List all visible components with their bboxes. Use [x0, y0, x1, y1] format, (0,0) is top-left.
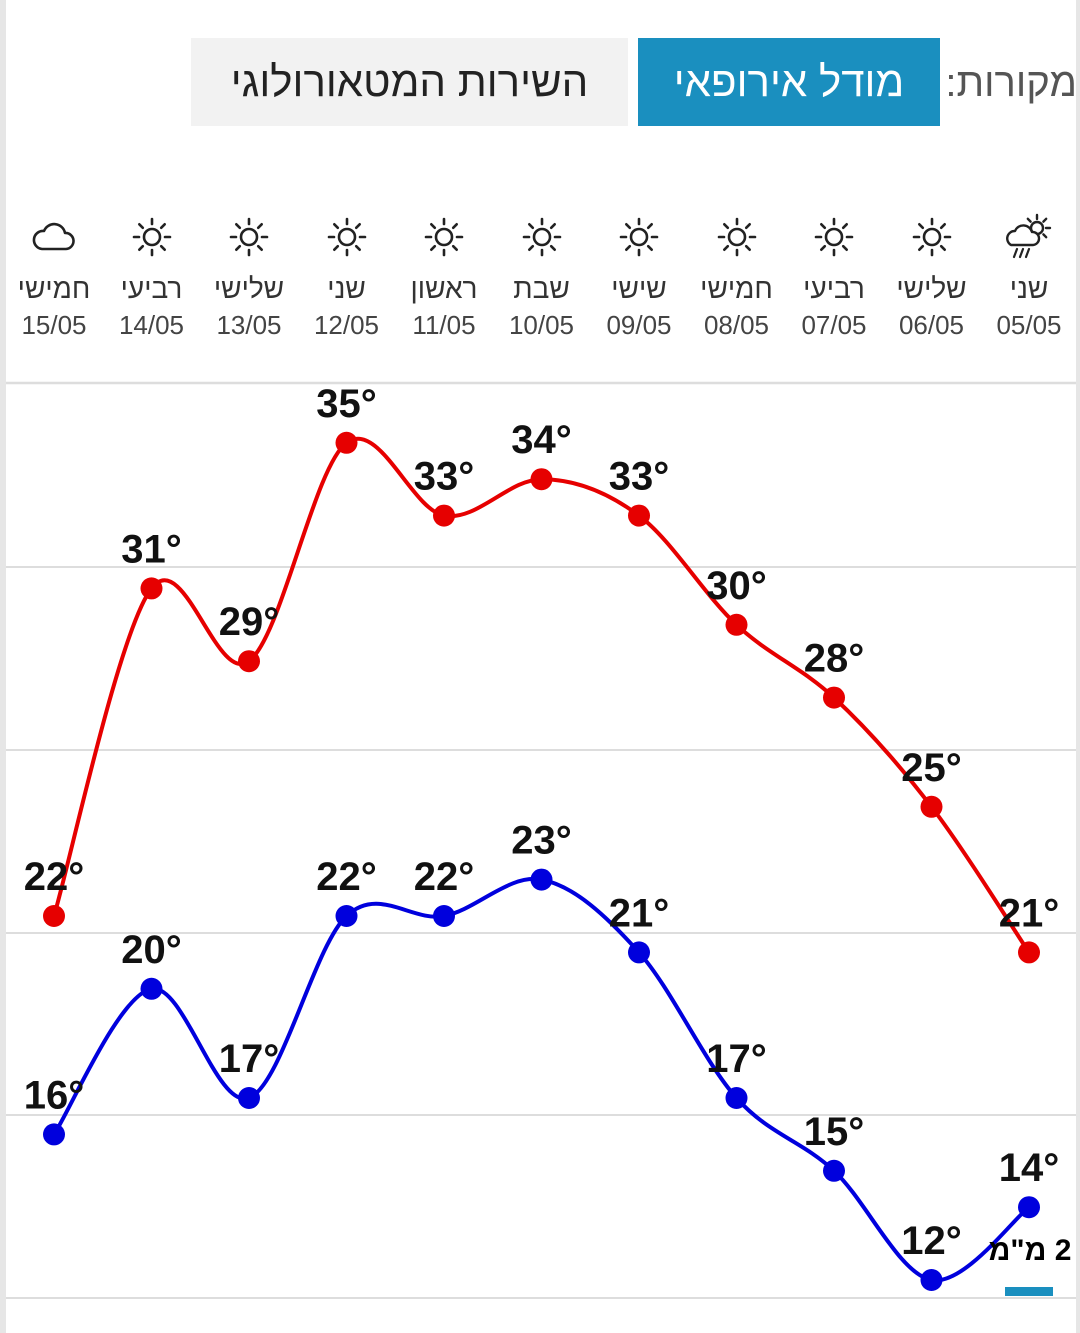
day-name: רביעי	[803, 273, 865, 304]
day-column: רביעי 14/05	[104, 205, 200, 343]
right-edge	[1076, 0, 1080, 1333]
cloud-icon	[32, 222, 75, 251]
high-temp-point	[823, 686, 845, 709]
high-temp-label: 21°	[999, 891, 1060, 935]
temperature-chart: 21° 25° 28° 30° 33° 34° 33° 35° 29° 31° 22° 14° 12° 1…	[6, 381, 1076, 1299]
low-temp-point	[335, 905, 358, 927]
sun-icon	[327, 217, 366, 257]
low-temp-label: 20°	[121, 928, 182, 972]
low-temp-label: 17°	[219, 1037, 280, 1081]
low-temp-point	[530, 868, 553, 891]
day-column: חמישי 15/05	[6, 205, 102, 343]
forecast-days: שני 05/05 שלישי 06/05 רביעי 07/05 חמישי 08/05 שי…	[0, 205, 1080, 355]
day-name: שלישי	[213, 273, 285, 304]
low-temp-point	[238, 1087, 260, 1109]
day-date: 12/05	[313, 310, 380, 340]
day-name: רביעי	[120, 273, 183, 304]
sun-icon	[229, 217, 269, 257]
high-temp-point	[140, 577, 163, 600]
high-temp-line	[52, 436, 1031, 954]
day-date: 07/05	[801, 310, 867, 340]
high-temp-point	[433, 504, 455, 527]
day-date: 11/05	[412, 310, 476, 340]
sun-icon	[814, 217, 854, 257]
high-temp-label: 22°	[24, 855, 85, 899]
low-temp-line	[52, 876, 1031, 1283]
high-temp-point	[238, 650, 260, 673]
day-name: חמישי	[17, 273, 91, 304]
day-date: 10/05	[508, 310, 575, 340]
day-date: 15/05	[21, 310, 87, 340]
cloud-sun-rain-icon	[1006, 213, 1052, 259]
day-name: שני	[327, 273, 366, 304]
day-date: 05/05	[996, 310, 1062, 340]
high-temp-label: 28°	[804, 637, 865, 681]
day-date: 09/05	[606, 310, 672, 340]
high-temp-label: 29°	[219, 600, 280, 644]
high-temp-label: 31°	[121, 527, 182, 571]
high-temp-point	[628, 504, 650, 527]
day-name: חמישי	[700, 273, 773, 304]
low-temp-label: 15°	[804, 1110, 865, 1154]
low-temp-label: 12°	[901, 1219, 962, 1263]
day-column: חמישי 08/05	[689, 205, 785, 343]
day-date: 13/05	[216, 310, 282, 340]
high-temp-label: 25°	[901, 746, 962, 790]
low-temp-point	[920, 1269, 943, 1291]
day-name: שלישי	[896, 273, 967, 304]
day-column: שני 05/05	[981, 205, 1077, 343]
left-edge	[0, 0, 6, 1333]
source-european-model-button[interactable]: מודל אירופאי	[638, 38, 940, 126]
day-column: שני 12/05	[299, 205, 395, 343]
day-column: שבת 10/05	[494, 205, 590, 343]
low-temp-point	[433, 905, 455, 927]
low-temp-point	[43, 1123, 65, 1146]
low-temp-label: 23°	[511, 819, 572, 863]
low-temp-label: 21°	[609, 891, 670, 935]
low-temp-point	[628, 941, 650, 964]
high-temp-label: 33°	[414, 455, 475, 499]
low-temp-point	[1018, 1196, 1040, 1219]
day-name: ראשון	[410, 273, 478, 304]
day-name: שני	[1009, 273, 1049, 304]
high-temp-point	[1018, 941, 1040, 964]
precipitation-bar	[1005, 1287, 1053, 1296]
sun-icon	[912, 217, 951, 257]
high-temp-label: 30°	[706, 564, 767, 608]
sun-icon	[522, 217, 561, 257]
source-meteorological-service-button[interactable]: השירות המטאורולוגי	[191, 38, 628, 126]
day-date: 06/05	[898, 310, 965, 340]
sun-icon	[132, 217, 171, 257]
day-column: שלישי 13/05	[201, 205, 297, 343]
low-temp-point	[725, 1087, 748, 1109]
sun-icon	[717, 217, 756, 257]
high-temp-point	[43, 905, 65, 927]
day-date: 14/05	[118, 310, 185, 340]
low-temp-label: 16°	[24, 1073, 85, 1117]
high-temp-point	[725, 613, 748, 636]
low-temp-label: 14°	[999, 1146, 1060, 1190]
day-column: שלישי 06/05	[884, 205, 980, 343]
day-column: ראשון 11/05	[396, 205, 492, 343]
low-temp-point	[140, 977, 163, 1000]
low-temp-label: 17°	[706, 1037, 767, 1081]
high-temp-point	[920, 795, 943, 818]
low-temp-label: 22°	[316, 855, 377, 899]
sources-label: מקורות:	[945, 61, 1077, 105]
sun-icon	[619, 217, 659, 257]
low-temp-label: 22°	[414, 855, 475, 899]
precipitation-label: 2 מ"מ	[988, 1234, 1072, 1267]
day-date: 08/05	[703, 310, 770, 340]
day-name: שישי	[611, 273, 667, 304]
high-temp-point	[530, 468, 553, 491]
low-temp-point	[823, 1159, 845, 1182]
day-name: שבת	[513, 273, 570, 304]
day-column: רביעי 07/05	[786, 205, 882, 343]
high-temp-label: 35°	[316, 382, 377, 426]
high-temp-point	[335, 431, 358, 454]
day-column: שישי 09/05	[591, 205, 687, 343]
sun-icon	[424, 217, 464, 257]
high-temp-label: 33°	[609, 455, 670, 499]
high-temp-label: 34°	[511, 418, 572, 462]
